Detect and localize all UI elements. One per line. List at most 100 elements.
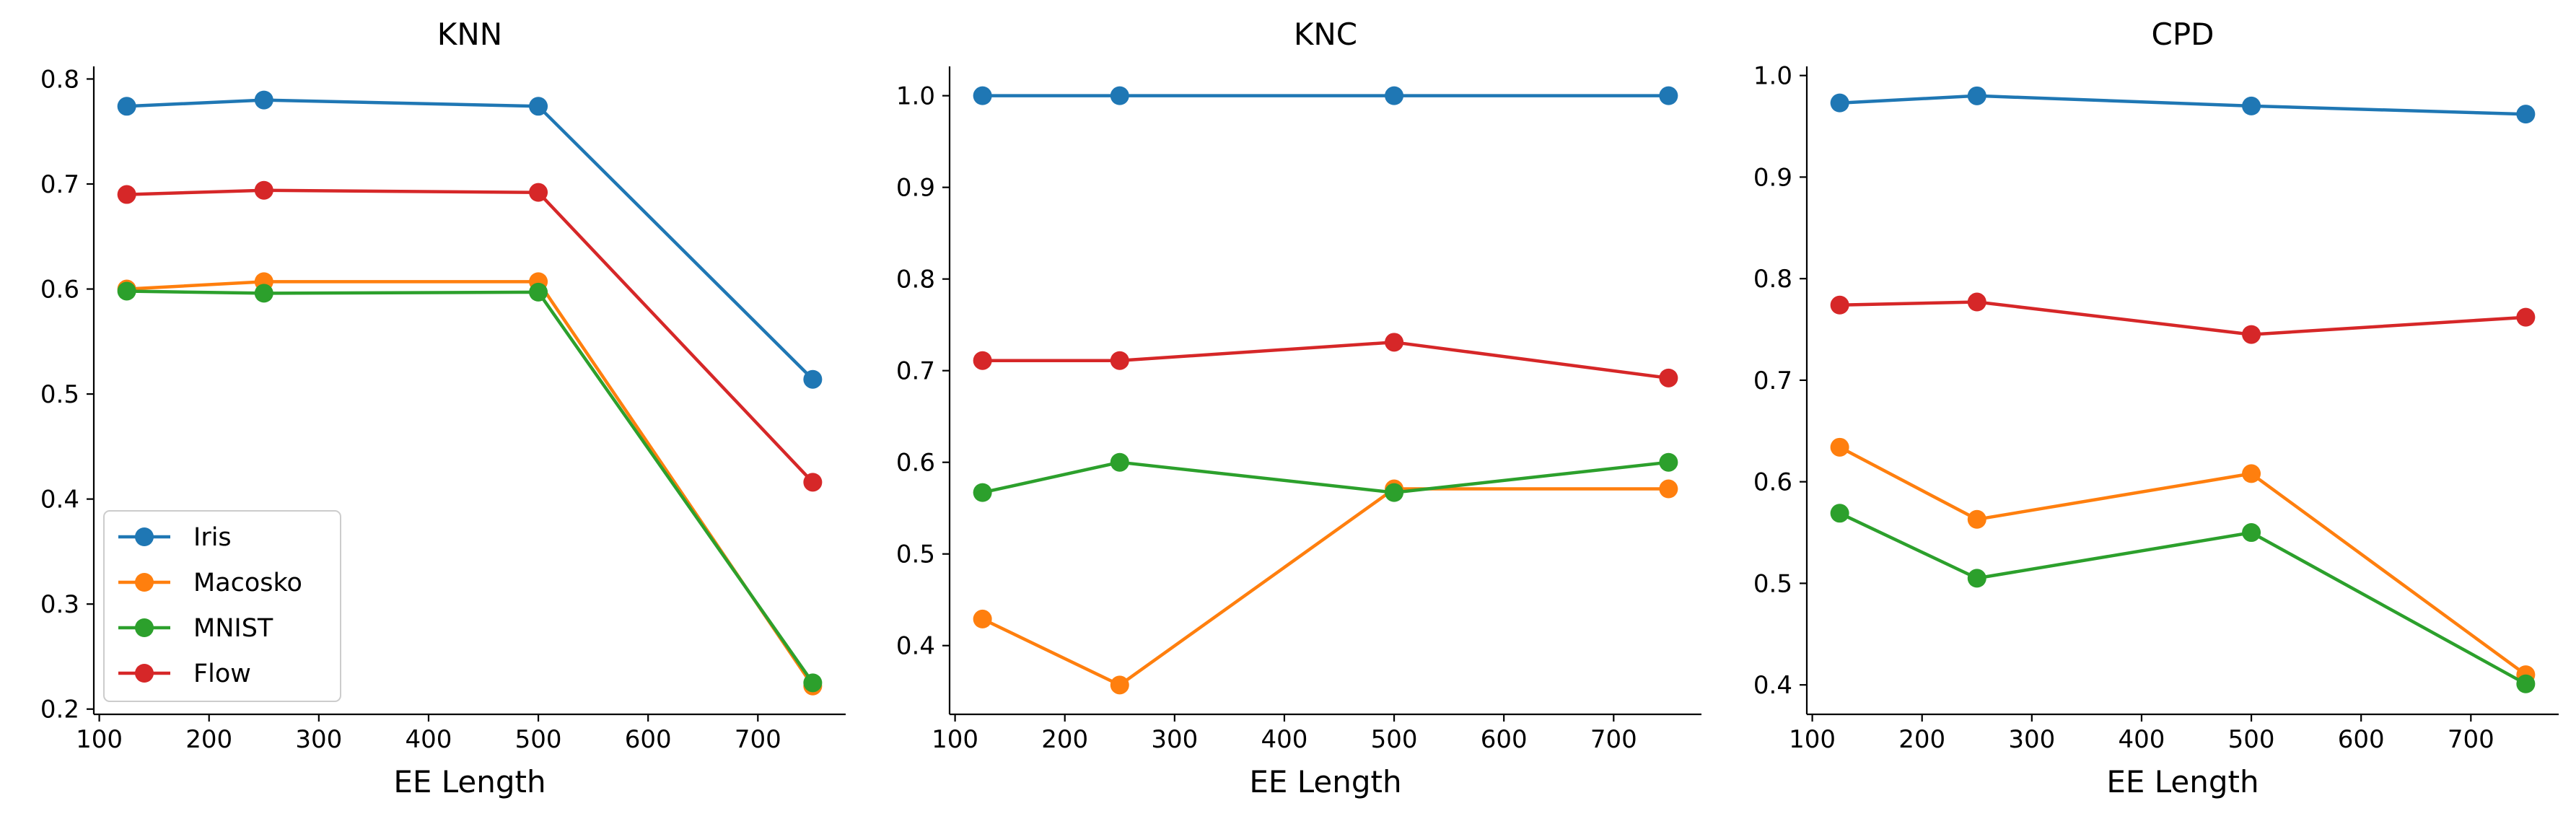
- series-iris: [117, 90, 823, 389]
- data-point: [803, 369, 823, 389]
- series-mnist: [973, 452, 1678, 502]
- y-tick-label: 0.9: [896, 174, 935, 203]
- data-point: [117, 185, 136, 204]
- x-tick-label: 600: [2338, 725, 2385, 754]
- data-point: [1830, 93, 1849, 113]
- y-tick-label: 0.9: [1753, 163, 1792, 192]
- x-tick-label: 200: [1041, 725, 1088, 754]
- data-point: [2516, 307, 2536, 327]
- legend-label: Flow: [193, 659, 251, 688]
- data-point: [254, 180, 273, 200]
- legend-marker: [135, 618, 154, 637]
- data-point: [1830, 437, 1849, 457]
- data-point: [2516, 105, 2536, 124]
- x-axis-label: EE Length: [1249, 764, 1401, 799]
- data-point: [1967, 569, 1986, 588]
- series-iris: [973, 86, 1678, 105]
- series-line: [981, 341, 1670, 380]
- data-point: [1110, 452, 1129, 472]
- x-tick-label: 700: [1590, 725, 1637, 754]
- data-point: [1385, 86, 1404, 105]
- data-point: [973, 483, 992, 502]
- chart-panel-2: CPD 100 200 300 400 500 600 700 0.4 0.5 0.6 0.7 0.8 0…: [1753, 17, 2559, 799]
- x-tick-label: 600: [1481, 725, 1528, 754]
- series-macosko: [1830, 437, 2536, 685]
- data-point: [2516, 674, 2536, 693]
- series-mnist: [1830, 504, 2536, 693]
- x-tick-label: 200: [1898, 725, 1945, 754]
- series-line: [1838, 445, 2528, 677]
- y-tick-label: 0.7: [1753, 367, 1792, 395]
- x-tick-label: 400: [406, 725, 452, 754]
- data-point: [2242, 325, 2261, 344]
- chart-panel-1: KNC 100 200 300 400 500 600 700 0.4 0.5 0.6 0.7 0.8 0…: [896, 17, 1701, 799]
- y-tick-label: 0.5: [1753, 569, 1792, 598]
- x-tick-label: 300: [2008, 725, 2055, 754]
- data-point: [1659, 479, 1678, 499]
- x-tick-label: 300: [295, 725, 342, 754]
- data-point: [117, 97, 136, 116]
- data-point: [529, 282, 548, 302]
- data-point: [1830, 504, 1849, 523]
- series-line: [981, 487, 1670, 687]
- series-line: [125, 98, 815, 381]
- data-point: [1659, 368, 1678, 387]
- legend-label: Iris: [193, 523, 232, 552]
- y-tick-label: 0.8: [40, 65, 79, 94]
- chart-title: KNN: [437, 17, 502, 52]
- x-tick-label: 100: [76, 725, 123, 754]
- data-point: [254, 90, 273, 110]
- chart-title: CPD: [2152, 17, 2214, 52]
- series-line: [1838, 300, 2528, 336]
- legend-label: MNIST: [193, 614, 273, 643]
- data-point: [1110, 86, 1129, 105]
- y-tick-label: 0.6: [1753, 468, 1792, 497]
- y-tick-label: 1.0: [1753, 62, 1792, 91]
- legend: Iris Macosko MNIST Flow: [103, 510, 341, 702]
- x-axis-label: EE Length: [393, 764, 546, 799]
- y-tick-label: 0.5: [896, 540, 935, 569]
- data-point: [1659, 452, 1678, 472]
- x-tick-label: 400: [1261, 725, 1308, 754]
- x-tick-label: 200: [185, 725, 232, 754]
- data-point: [2242, 96, 2261, 115]
- y-tick-label: 0.3: [40, 590, 79, 619]
- data-point: [1967, 86, 1986, 105]
- x-tick-label: 500: [2228, 725, 2275, 754]
- data-point: [973, 86, 992, 105]
- data-point: [117, 281, 136, 301]
- data-point: [1385, 333, 1404, 352]
- data-point: [973, 609, 992, 628]
- data-point: [1967, 509, 1986, 529]
- data-point: [973, 351, 992, 370]
- y-tick-label: 0.6: [896, 449, 935, 478]
- legend-marker: [135, 664, 154, 683]
- y-tick-label: 0.7: [40, 170, 79, 199]
- chart-title: KNC: [1294, 17, 1357, 52]
- data-point: [1967, 292, 1986, 312]
- legend-marker: [135, 527, 154, 546]
- x-tick-label: 500: [515, 725, 562, 754]
- chart-panel-0: KNN 100 200 300 400 500 600 700 0.2 0.3 0.4 0.5 0.6 0…: [40, 17, 846, 799]
- data-point: [2242, 523, 2261, 543]
- y-tick-label: 0.4: [40, 486, 79, 514]
- legend-label: Macosko: [193, 569, 302, 597]
- series-line: [1838, 512, 2528, 686]
- y-tick-label: 0.8: [1753, 265, 1792, 294]
- data-point: [529, 183, 548, 202]
- data-point: [529, 97, 548, 116]
- x-tick-label: 500: [1371, 725, 1418, 754]
- series-line: [125, 289, 815, 685]
- x-tick-label: 400: [2119, 725, 2165, 754]
- x-tick-label: 300: [1151, 725, 1198, 754]
- y-tick-label: 0.2: [40, 696, 79, 724]
- data-point: [1659, 86, 1678, 105]
- data-point: [803, 673, 823, 693]
- data-point: [1110, 675, 1129, 695]
- x-tick-label: 100: [1789, 725, 1836, 754]
- x-axis-label: EE Length: [2106, 764, 2259, 799]
- series-line: [981, 460, 1670, 494]
- series-flow: [117, 180, 823, 492]
- legend-marker: [135, 573, 154, 592]
